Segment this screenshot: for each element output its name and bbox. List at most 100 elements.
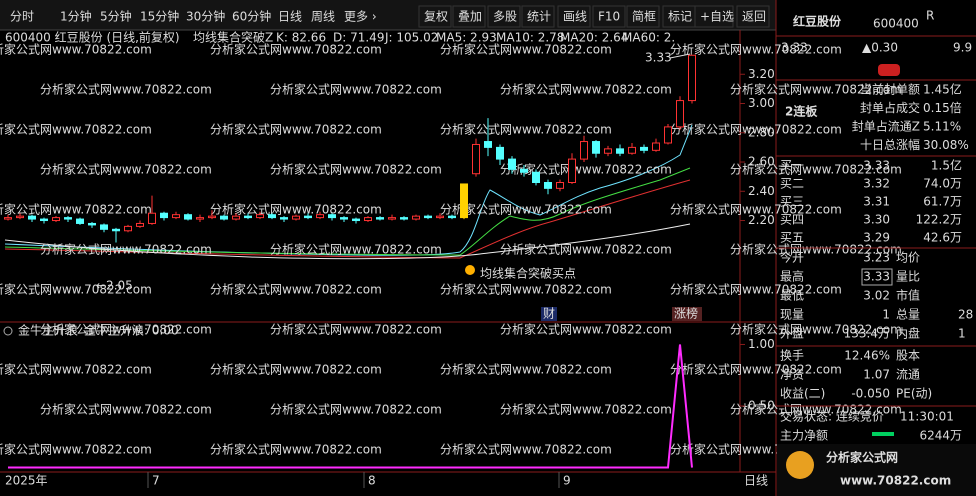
seal-label: 封单占流通Z [852,119,920,134]
indicator-stat: MA60: 2. [622,31,675,45]
watermark: 分析家公式网www.70822.com [40,82,212,97]
candle-body [148,212,156,224]
tool-button[interactable] [521,5,555,28]
period-tab[interactable]: 5分钟 [100,9,132,24]
indicator-stat: J: 105.02 [384,31,438,45]
book-label: 买四 [780,213,804,227]
watermark: 分析家公式网www.70822.com [440,282,612,297]
watermark: 分析家公式网www.70822.com [670,362,842,377]
candle-body [376,217,384,220]
period-tab[interactable]: 日线 [278,10,302,24]
watermark: 分析家公式网www.70822.com [670,42,842,57]
watermark: 分析家公式网www.70822.com [40,242,212,257]
candle-body [244,215,252,219]
period-tab[interactable]: 分时 [10,10,34,24]
logo-name: 分析家公式网 [826,450,898,465]
watermark: 分析家公式网www.70822.com [270,242,442,257]
book-label: 买五 [780,231,804,245]
candle-body [172,214,180,219]
watermark: 分析家公式网www.70822.com [40,162,212,177]
watermark: 分析家公式网www.70822.com [730,242,902,257]
stat-value: 3.23 [863,251,890,265]
trade-time: 11:30:01 [900,410,954,424]
period-label: 日线 [744,474,768,488]
tool-button-label[interactable]: 标记 [668,10,692,24]
badge [672,307,702,321]
period-tab[interactable]: 1分钟 [60,9,92,24]
watermark: 分析家公式网www.70822.com [440,442,612,457]
candle-body [52,217,60,222]
indicator-stat: MA20: 2.64 [560,31,628,45]
tool-button-label[interactable]: 多股 [493,10,517,24]
watermark: 分析家公式网www.70822.com [0,42,152,57]
candle-body [76,218,84,224]
tool-button[interactable] [736,5,770,28]
period-tab[interactable]: 更多 › [344,10,377,24]
pointer [669,53,691,59]
y-tick-label: 2.80 [748,125,775,139]
period-tab[interactable]: 15分钟 [140,9,179,24]
tool-button-label[interactable]: 返回 [742,10,766,24]
candle-body [88,222,96,226]
tool-button[interactable] [626,5,660,28]
indicator-stat: MA10: 2.78 [496,31,564,45]
candle-body [64,217,72,220]
book-price: 3.29 [863,231,890,245]
fin-value: 1.07 [863,368,890,382]
watermark: 分析家公式网www.70822.com [730,322,902,337]
candle-body [676,100,684,128]
candle-body [532,171,540,183]
candle-body [232,215,240,220]
book-volume: 42.6万 [923,231,962,245]
watermark: 分析家公式网www.70822.com [0,442,152,457]
highlight-box [861,268,893,286]
tool-button-label[interactable]: 叠加 [458,10,482,24]
period-tab[interactable]: 周线 [311,10,335,24]
candle-body [208,215,216,219]
tool-button-label[interactable]: 画线 [563,10,587,24]
fin-label: 流通 [896,368,920,382]
badge-label: 涨榜 [674,306,698,321]
watermark: 分析家公式网www.70822.com [730,402,902,417]
watermark: 分析家公式网www.70822.com [210,442,382,457]
candle-body [580,141,588,160]
expand-button[interactable] [878,64,900,76]
period-tab[interactable]: 30分钟 [186,9,225,24]
flow-label: 主力净额 [780,429,828,443]
stat-label: 最低 [780,289,804,303]
stock-code: 600400 [873,17,919,31]
tool-button[interactable] [487,5,521,28]
tool-button[interactable] [557,5,591,28]
stat-label: 外盘 [780,326,804,341]
indicator-stat: K: 82.66 [276,31,326,45]
y-tick-label: 1.00 [748,337,775,351]
candle-body [340,217,348,220]
stat-value: 3.02 [863,289,890,303]
tool-button[interactable] [452,5,486,28]
change-pct: 9.9 [953,41,972,55]
book-price: 3.31 [863,195,890,209]
candle-body [520,168,528,173]
tool-button-label[interactable]: +自选 [700,10,734,24]
stat-label: 现量 [780,308,804,322]
candle-body [460,183,468,219]
candle-body [688,54,696,102]
watermark: 分析家公式网www.70822.com [210,362,382,377]
tool-button[interactable] [418,5,452,28]
period-tab[interactable]: 60分钟 [232,9,271,24]
candle-body [424,215,432,219]
candle-body [16,215,24,219]
book-volume: 74.0万 [923,177,962,191]
seal-value: 0.15倍 [923,100,962,115]
watermark: 分析家公式网www.70822.com [500,402,672,417]
tool-button-label[interactable]: 简框 [632,10,656,24]
board-label: 2连板 [785,104,818,119]
tool-button-label[interactable]: 复权 [424,10,448,24]
tool-button[interactable] [694,5,734,28]
candle-body [388,217,396,220]
tool-button[interactable] [592,5,626,28]
tool-button-label[interactable]: 统计 [527,10,551,24]
toolbar [0,0,776,30]
tool-button-label[interactable]: F10 [598,10,620,24]
hand-icon [465,265,475,275]
